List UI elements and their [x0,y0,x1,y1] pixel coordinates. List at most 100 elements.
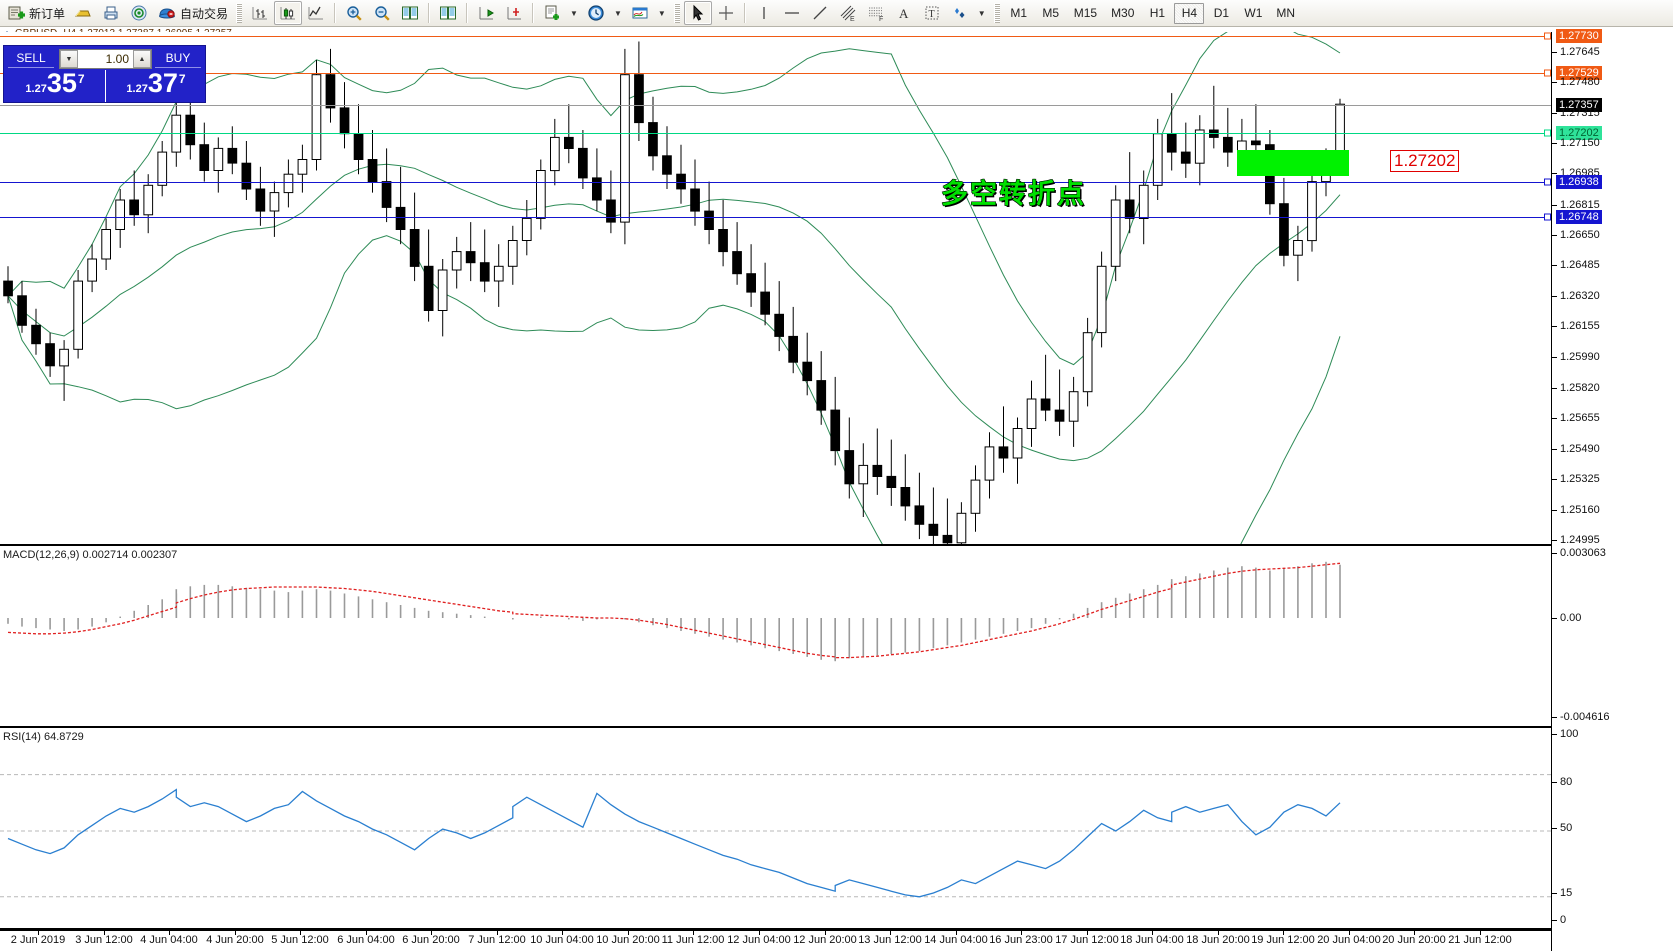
volume-increase-button[interactable]: ▲ [133,50,151,68]
autotrading-icon [159,8,176,19]
time-tick [38,931,39,935]
timeframe-m15-button[interactable]: M15 [1073,6,1098,20]
autotrading-button[interactable]: 自动交易 [153,1,232,25]
price-tick-label: 1.26320 [1560,289,1600,302]
time-tick-label: 7 Jun 12:00 [468,934,526,946]
level-handle[interactable] [1544,129,1551,137]
level-line[interactable] [0,217,1551,218]
time-tick [431,931,432,935]
fibonacci-button[interactable]: F [862,1,890,25]
toolbar-grip-2[interactable] [673,3,680,23]
price-tick [1552,388,1557,389]
rsi-pane[interactable] [0,729,1551,930]
bar-chart-button[interactable] [246,1,274,25]
level-line[interactable] [0,133,1551,135]
zoom-out-button[interactable] [368,1,396,25]
time-tick [1152,931,1153,935]
sell-price-display[interactable]: 1.27 35 7 [6,70,103,102]
level-line[interactable] [0,181,1551,183]
objects-button[interactable] [946,1,974,25]
time-tick-label: 5 Jun 12:00 [271,934,329,946]
one-click-trading-panel[interactable]: SELL ▼ 1.00 ▲ BUY 1.27 35 7 1.27 37 7 [3,45,206,103]
sell-button[interactable]: SELL [8,49,54,68]
new-chart-button[interactable] [538,1,566,25]
level-handle[interactable] [1544,178,1551,186]
autoscroll-button[interactable] [500,1,528,25]
price-label-callout[interactable]: 1.27202 [1390,150,1460,172]
time-scale[interactable]: 2 Jun 2019 3 Jun 12:00 4 Jun 04:00 4 Jun 20… [0,930,1551,951]
toolbar-grip[interactable] [236,3,243,23]
rsi-tick-label: 15 [1560,887,1573,899]
level-line[interactable] [0,73,1551,74]
buy-price-display[interactable]: 1.27 37 7 [107,70,204,102]
svg-text:A: A [899,6,909,21]
highlight-rectangle[interactable] [1237,150,1349,176]
text-label-button[interactable]: T [918,1,946,25]
time-tick [562,931,563,935]
trend-line-button[interactable] [806,1,834,25]
time-tick [825,931,826,935]
time-tick [1218,931,1219,935]
templates-icon [632,7,648,19]
macd-tick-label: 0.003063 [1560,547,1606,559]
time-tick [1414,931,1415,935]
price-pane[interactable] [0,15,1551,645]
line-chart-button[interactable] [302,1,330,25]
rsi-tick-label: 100 [1560,728,1579,740]
price-tick-label: 1.27150 [1560,136,1600,149]
cursor-button[interactable] [683,1,712,25]
new-order-label: 新订单 [29,6,66,21]
objects-dropdown[interactable]: ▼ [974,1,990,25]
text-button[interactable]: A [890,1,918,25]
volume-decrease-button[interactable]: ▼ [60,50,78,68]
level-line[interactable] [0,36,1551,37]
buy-price-prefix: 1.27 [126,83,148,95]
horizontal-line-icon [784,12,799,14]
terminal-button[interactable] [434,1,462,25]
level-handle[interactable] [1544,213,1551,221]
equidistant-channel-button[interactable]: E [834,1,862,25]
price-scale[interactable]: 1.27730 1.27645 1.27529 1.27480 1.27357 1.273… [1551,29,1673,951]
toolbar-grip-3[interactable] [993,3,1000,23]
new-order-button[interactable]: 新订单 [2,1,69,25]
templates-dropdown[interactable]: ▼ [654,1,670,25]
timeframe-w1-button[interactable]: W1 [1244,6,1263,20]
buy-price-big: 37 [147,68,178,98]
timeframe-m30-button[interactable]: M30 [1111,6,1135,20]
timeframe-mn-button[interactable]: MN [1276,6,1296,20]
print-button[interactable] [97,1,125,25]
signals-button[interactable] [125,1,153,25]
candlestick-chart-button[interactable] [274,1,303,25]
period-button[interactable] [582,1,610,25]
price-tick [1552,265,1557,267]
volume-input[interactable]: ▼ 1.00 ▲ [59,49,152,69]
new-chart-dropdown[interactable]: ▼ [566,1,582,25]
level-handle[interactable] [1544,32,1551,40]
data-window-button[interactable] [396,1,424,25]
timeframe-h4-button[interactable]: H4 [1174,2,1205,24]
level-handle[interactable] [1544,69,1551,77]
sell-price-sup: 7 [77,72,85,86]
volume-value[interactable]: 1.00 [105,52,129,66]
timeframe-h1-button[interactable]: H1 [1149,6,1166,20]
time-tick [1087,931,1088,935]
oct-divider [105,70,106,102]
crosshair-button[interactable] [712,1,740,25]
macd-pane[interactable] [0,547,1551,726]
chart-area[interactable]: 1.27202 多空转折点 MACD(12,26,9) 0.002714 0.0… [0,15,1673,951]
time-tick [890,931,891,935]
horizontal-line-button[interactable] [778,1,806,25]
timeframe-m1-button[interactable]: M1 [1010,6,1028,20]
shift-end-button[interactable] [472,1,500,25]
level-line[interactable] [0,104,1551,106]
timeframe-m5-button[interactable]: M5 [1042,6,1060,20]
gold-button[interactable] [69,1,97,25]
vertical-line-button[interactable] [750,1,778,25]
buy-button[interactable]: BUY [155,49,201,68]
timeframe-d1-button[interactable]: D1 [1213,6,1230,20]
zoom-in-button[interactable] [340,1,368,25]
time-tick-label: 20 Jun 20:00 [1382,934,1446,946]
templates-button[interactable] [626,1,654,25]
chart-text-annotation[interactable]: 多空转折点 [941,179,1086,209]
period-dropdown[interactable]: ▼ [610,1,626,25]
